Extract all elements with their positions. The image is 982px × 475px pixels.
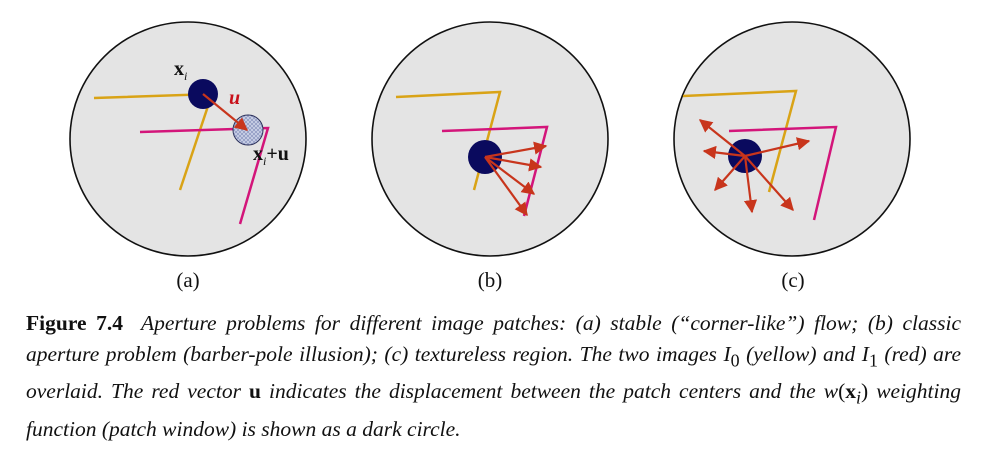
image-i1-edge	[139, 126, 270, 225]
image-i1-edge	[728, 125, 838, 221]
panel-label-b: (b)	[477, 268, 503, 292]
math-i0: I0	[723, 342, 740, 371]
math-u: u	[249, 379, 261, 404]
panel-label-a: (a)	[176, 268, 200, 292]
displacement-vector	[702, 145, 746, 159]
math-w-xi: w(xi)	[823, 379, 869, 408]
figure-illustration: xi u xi+u	[69, 21, 911, 257]
displacement-vector	[484, 155, 543, 172]
displacement-vector	[744, 155, 794, 211]
panel-label-c: (c)	[781, 268, 805, 292]
displacement-vector	[698, 119, 746, 157]
figure-number: Figure 7.4	[26, 311, 123, 335]
aperture-disc	[69, 21, 307, 257]
panel-b	[371, 21, 609, 257]
math-i1: I1	[861, 342, 878, 371]
displacement-vector	[202, 93, 249, 131]
u-label: u	[229, 87, 240, 109]
aperture-disc	[673, 21, 911, 257]
displacement-vector	[484, 156, 536, 195]
panel-c	[673, 21, 911, 257]
xi-plus-u-label: xi+u	[253, 143, 289, 168]
displacement-vector	[484, 141, 548, 159]
displacement-vector	[743, 155, 758, 214]
xi-label: xi	[174, 58, 187, 83]
displacement-vector	[484, 156, 528, 217]
shifted-patch-window	[232, 114, 264, 146]
displacement-vector	[714, 155, 746, 191]
figure-caption: Figure 7.4 Aperture problems for differen…	[26, 308, 961, 445]
image-i0-edge	[682, 89, 798, 193]
caption-body: Aperture problems for different image pa…	[26, 311, 961, 441]
panel-a: xi u xi+u	[69, 21, 307, 257]
aperture-disc	[371, 21, 609, 257]
displacement-vector	[744, 137, 811, 158]
